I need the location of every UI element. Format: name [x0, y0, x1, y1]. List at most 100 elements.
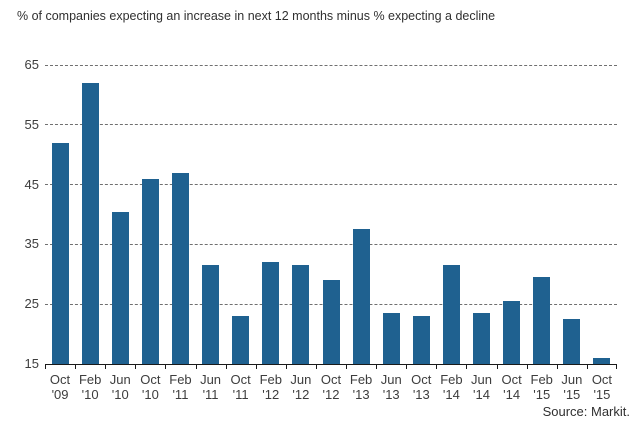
x-axis-tick: [286, 364, 287, 369]
x-tick-label-line: '12: [262, 386, 280, 402]
x-tick-label-line: '11: [232, 386, 249, 402]
x-tick-label-line: Jun: [290, 372, 312, 387]
bar-oct--12: [322, 280, 340, 364]
x-tick-label-line: Jun: [561, 372, 583, 387]
x-tick-label-feb--10: Feb '10: [75, 372, 105, 402]
source-label: Source: Markit.: [542, 404, 630, 419]
x-axis-tick: [226, 364, 227, 369]
x-tick-label-jun--11: Jun '11: [196, 372, 226, 402]
x-tick-label-line: Feb: [440, 372, 463, 387]
bar-oct--09: [51, 142, 69, 364]
x-axis-tick: [75, 364, 76, 369]
x-axis-tick: [45, 364, 46, 369]
x-axis-tick: [466, 364, 467, 369]
x-tick-label-jun--10: Jun '10: [105, 372, 135, 402]
x-axis-tick: [316, 364, 317, 369]
x-tick-label-line: Oct: [501, 372, 522, 387]
x-tick-label-line: '13: [352, 386, 370, 402]
x-tick-label-line: Jun: [380, 372, 402, 387]
bar-jun--14: [473, 313, 491, 364]
x-tick-label-line: '09: [51, 386, 69, 402]
x-tick-label-feb--15: Feb '15: [527, 372, 557, 402]
x-axis-tick: [165, 364, 166, 369]
x-tick-label-feb--13: Feb '13: [346, 372, 376, 402]
x-tick-label-line: '14: [503, 386, 521, 402]
bar-feb--14: [442, 265, 460, 364]
bar-jun--12: [292, 265, 310, 364]
x-tick-label-line: Feb: [349, 372, 373, 387]
x-tick-label-line: Jun: [109, 372, 131, 387]
x-tick-label-line: Jun: [471, 372, 492, 387]
x-tick-label-line: '10: [81, 386, 99, 402]
x-axis-tick: [256, 364, 257, 369]
x-axis-tick: [436, 364, 437, 369]
x-tick-label-line: Jun: [200, 372, 222, 387]
x-tick-label-oct--11: Oct '11: [226, 372, 256, 402]
bar-feb--10: [81, 82, 99, 364]
bar-jun--11: [202, 265, 220, 364]
x-tick-label-line: Oct: [411, 372, 432, 387]
x-tick-label-oct--15: Oct '15: [587, 372, 617, 402]
y-tick-label-35: 35: [24, 236, 39, 252]
x-axis-tick: [616, 364, 617, 369]
gridline-55: [45, 124, 617, 126]
x-tick-label-line: '11: [202, 386, 219, 402]
x-tick-label-line: Feb: [78, 372, 102, 387]
bar-oct--13: [412, 316, 430, 364]
x-tick-label-line: Oct: [49, 372, 71, 387]
x-tick-label-line: '15: [533, 386, 551, 402]
bar-oct--15: [593, 358, 611, 364]
plot-area: Oct '09 Feb '10 Jun '10 Oct '10 Feb '11 Jun '11 Oct '…: [45, 64, 617, 401]
x-tick-label-feb--11: Feb '11: [165, 372, 195, 402]
x-tick-label-line: '13: [382, 386, 400, 402]
y-tick-label-65: 65: [24, 57, 39, 72]
x-axis-tick: [527, 364, 528, 369]
x-tick-label-line: '12: [322, 386, 340, 402]
x-axis-tick: [135, 364, 136, 369]
bar-feb--13: [352, 229, 370, 364]
y-tick-label-45: 45: [24, 176, 39, 192]
bar-jun--15: [563, 319, 581, 364]
x-tick-label-oct--13: Oct '13: [406, 372, 436, 402]
x-tick-label-jun--15: Jun '15: [557, 372, 587, 402]
x-axis-tick: [376, 364, 377, 369]
bar-jun--13: [382, 313, 400, 364]
bar-feb--15: [533, 277, 551, 364]
x-tick-label-line: '14: [473, 386, 490, 402]
x-tick-label-line: Oct: [591, 372, 613, 387]
bar-oct--11: [232, 316, 250, 364]
x-axis-tick: [497, 364, 498, 369]
x-tick-label-line: '10: [111, 386, 129, 402]
y-tick-label-55: 55: [24, 116, 39, 132]
gridline-65: [45, 64, 617, 66]
x-tick-label-line: Feb: [169, 372, 192, 387]
gridline-45: [45, 184, 617, 186]
gridline-35: [45, 243, 617, 245]
x-tick-label-line: Feb: [259, 372, 282, 387]
bar-oct--14: [503, 301, 521, 364]
x-tick-label-line: '10: [141, 386, 159, 402]
chart-title: % of companies expecting an increase in …: [17, 9, 496, 23]
x-axis-tick: [346, 364, 347, 369]
y-tick-label-25: 25: [24, 296, 39, 312]
x-tick-label-line: '12: [292, 386, 310, 402]
x-tick-label-oct--14: Oct '14: [497, 372, 527, 402]
x-tick-label-jun--13: Jun '13: [376, 372, 406, 402]
x-tick-label-line: '11: [172, 386, 189, 402]
x-tick-label-line: Feb: [530, 372, 553, 387]
x-axis-tick: [196, 364, 197, 369]
x-tick-label-line: Oct: [140, 372, 161, 387]
x-tick-label-line: Oct: [230, 372, 251, 387]
bar-feb--11: [171, 172, 189, 364]
x-tick-label-jun--14: Jun '14: [466, 372, 496, 402]
x-tick-label-jun--12: Jun '12: [286, 372, 316, 402]
bar-jun--10: [111, 211, 129, 364]
x-tick-label-line: '14: [442, 386, 460, 402]
x-tick-label-line: '15: [593, 386, 611, 402]
x-axis-tick: [406, 364, 407, 369]
x-tick-label-oct--12: Oct '12: [316, 372, 346, 402]
x-tick-label-feb--12: Feb '12: [256, 372, 286, 402]
x-axis-tick: [105, 364, 106, 369]
x-tick-label-line: '15: [563, 386, 581, 402]
x-tick-label-line: Oct: [320, 372, 342, 387]
